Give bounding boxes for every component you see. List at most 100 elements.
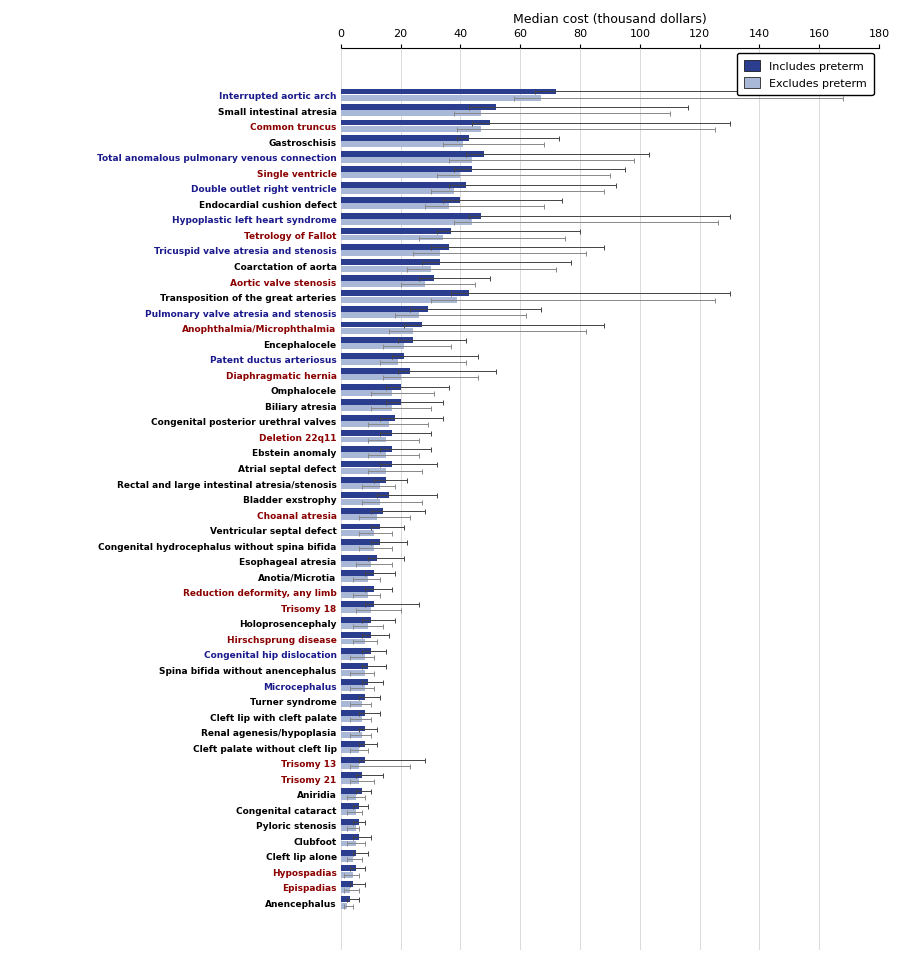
Bar (341, 555, 377, 561)
Bar (341, 741, 365, 747)
Bar (341, 307, 428, 313)
Legend: Includes preterm, Excludes preterm: Includes preterm, Excludes preterm (736, 54, 874, 96)
Bar (341, 167, 473, 172)
Bar (341, 453, 386, 458)
Bar (341, 400, 401, 406)
Bar (341, 323, 422, 328)
Bar (341, 623, 368, 629)
Bar (341, 726, 365, 732)
Bar (341, 328, 413, 334)
Bar (341, 772, 361, 778)
Bar (341, 89, 556, 95)
Bar (341, 617, 370, 623)
Bar (341, 850, 356, 856)
Bar (341, 716, 361, 723)
Bar (341, 841, 356, 847)
Bar (341, 763, 359, 769)
Bar (341, 701, 361, 706)
Bar (341, 251, 440, 257)
Bar (341, 96, 541, 102)
Bar (341, 685, 365, 691)
Bar (341, 354, 404, 359)
Bar (341, 136, 469, 141)
Bar (341, 338, 413, 344)
Bar (341, 654, 365, 660)
Bar (341, 857, 353, 862)
Bar (341, 826, 356, 831)
Bar (341, 803, 359, 809)
Bar (341, 292, 469, 297)
Bar (341, 111, 482, 117)
Bar (341, 710, 365, 716)
Bar (341, 297, 457, 303)
Bar (341, 462, 392, 468)
Bar (341, 648, 370, 654)
Bar (341, 810, 356, 816)
Bar (341, 493, 388, 499)
Bar (341, 266, 431, 272)
Bar (341, 679, 368, 685)
Bar (341, 213, 482, 220)
Bar (341, 896, 350, 902)
Bar (341, 608, 370, 613)
Bar (341, 158, 473, 164)
X-axis label: Median cost (thousand dollars): Median cost (thousand dollars) (513, 13, 707, 25)
Bar (341, 468, 386, 474)
Bar (341, 416, 395, 422)
Bar (341, 391, 392, 396)
Bar (341, 198, 460, 203)
Bar (341, 778, 359, 785)
Bar (341, 120, 491, 126)
Bar (341, 204, 448, 210)
Bar (341, 313, 419, 319)
Bar (341, 639, 365, 644)
Bar (341, 484, 379, 489)
Bar (341, 406, 392, 412)
Bar (341, 788, 361, 794)
Bar (341, 375, 401, 381)
Bar (341, 757, 365, 763)
Bar (341, 530, 374, 536)
Bar (341, 881, 353, 887)
Bar (341, 602, 374, 608)
Bar (341, 182, 466, 188)
Bar (341, 592, 368, 598)
Bar (341, 524, 379, 530)
Bar (341, 275, 433, 282)
Bar (341, 670, 365, 675)
Bar (341, 571, 374, 577)
Bar (341, 819, 359, 825)
Bar (341, 695, 365, 701)
Bar (341, 151, 484, 157)
Bar (341, 865, 356, 871)
Bar (341, 260, 440, 266)
Bar (341, 422, 388, 427)
Bar (341, 142, 464, 148)
Bar (341, 499, 379, 505)
Bar (341, 244, 448, 251)
Bar (341, 437, 386, 443)
Bar (341, 577, 368, 582)
Bar (341, 515, 377, 520)
Bar (341, 903, 347, 909)
Bar (341, 385, 401, 391)
Bar (341, 546, 374, 551)
Bar (341, 664, 368, 670)
Bar (341, 586, 374, 592)
Bar (341, 369, 410, 375)
Bar (341, 344, 404, 350)
Bar (341, 509, 383, 515)
Bar (341, 888, 350, 893)
Bar (341, 282, 424, 288)
Bar (341, 189, 455, 195)
Bar (341, 447, 392, 453)
Bar (341, 127, 482, 133)
Bar (341, 359, 397, 365)
Bar (341, 747, 359, 754)
Bar (341, 478, 386, 484)
Bar (341, 229, 451, 235)
Bar (341, 173, 460, 179)
Bar (341, 540, 379, 546)
Bar (341, 795, 356, 800)
Bar (341, 105, 496, 110)
